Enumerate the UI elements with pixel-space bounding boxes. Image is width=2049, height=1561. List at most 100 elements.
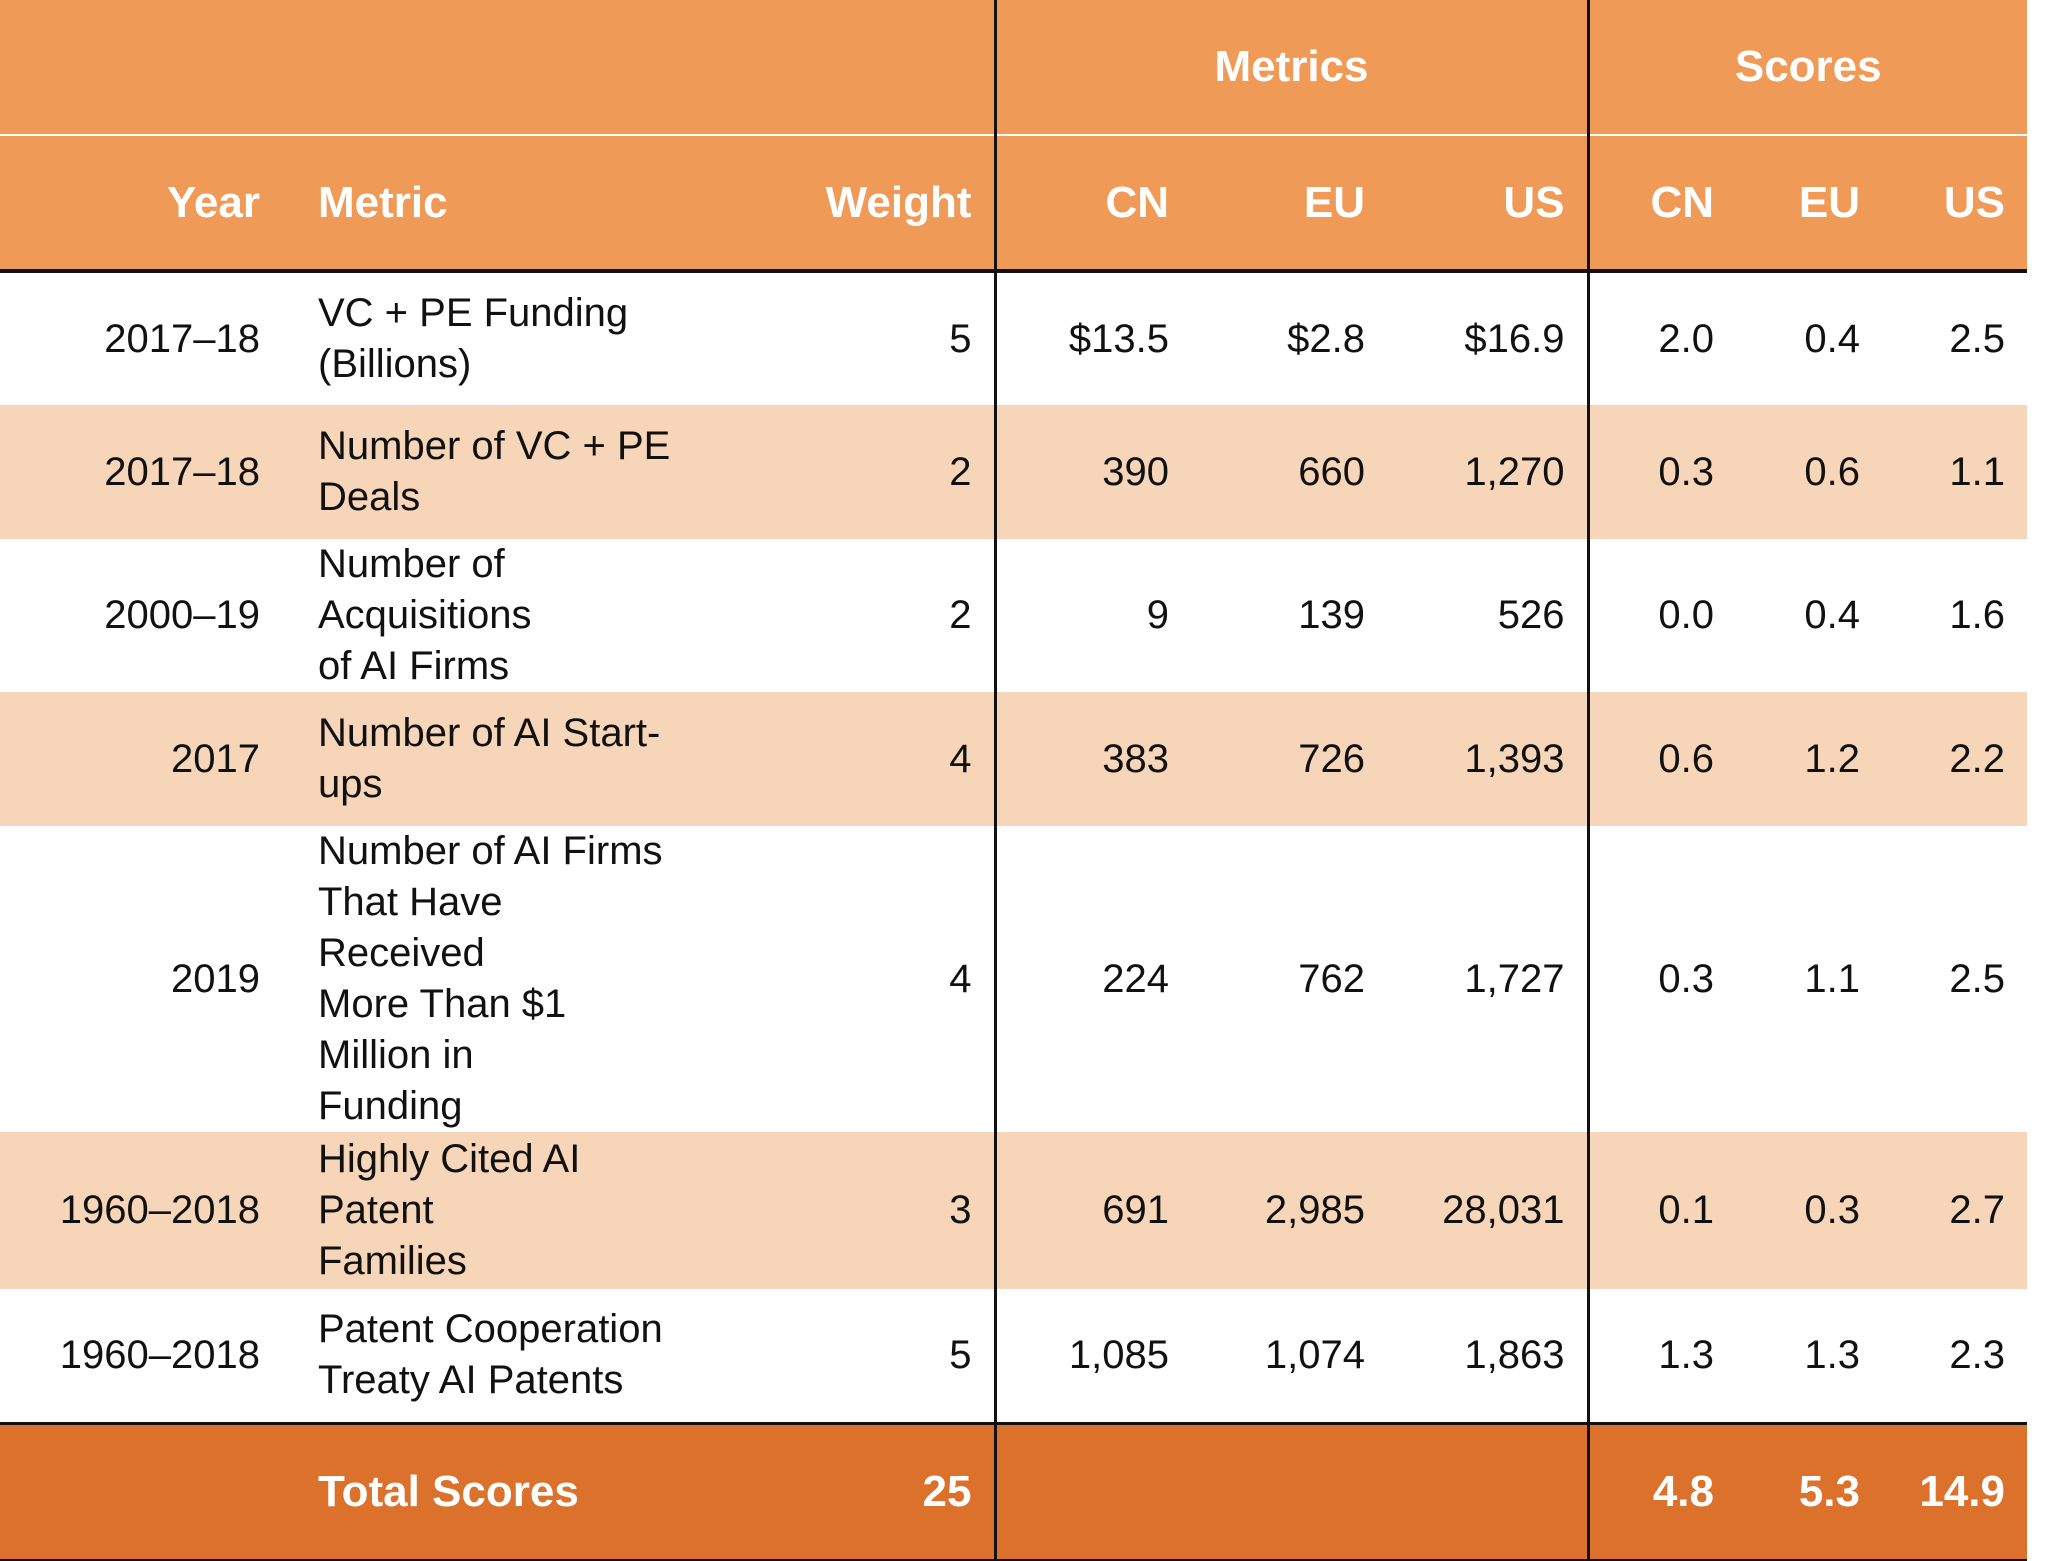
metric-value-us: 1,270 bbox=[1387, 405, 1588, 539]
metric-value-cn: 9 bbox=[993, 539, 1191, 692]
weight-cell: 2 bbox=[700, 405, 995, 539]
total-row: Total Scores 25 4.8 5.3 14.9 bbox=[0, 1423, 2027, 1561]
metric-value-us: 28,031 bbox=[1387, 1132, 1588, 1289]
year-cell: 2000–19 bbox=[0, 539, 282, 692]
metric-cell: VC + PE Funding (Billions) bbox=[318, 271, 700, 405]
weight-cell: 5 bbox=[700, 271, 995, 405]
metric-value-eu: $2.8 bbox=[1191, 271, 1387, 405]
metric-value-us: 1,727 bbox=[1387, 826, 1588, 1132]
gap-cell bbox=[282, 1132, 318, 1289]
group-header-scores: Scores bbox=[1586, 0, 2027, 136]
total-score-eu: 5.3 bbox=[1736, 1423, 1882, 1561]
column-header-weight: Weight bbox=[700, 135, 995, 273]
metric-cell: Highly Cited AI Patent Families bbox=[318, 1132, 700, 1289]
metric-cell: Number of AI Start-ups bbox=[318, 692, 700, 826]
metric-line: That Have Received bbox=[318, 880, 503, 975]
total-metrics-empty-cn bbox=[993, 1423, 1191, 1561]
metric-line: of AI Firms bbox=[318, 644, 510, 688]
score-value-cn: 0.3 bbox=[1586, 826, 1736, 1132]
metric-line: Highly Cited AI Patent bbox=[318, 1137, 581, 1232]
weight-cell: 3 bbox=[700, 1132, 995, 1289]
metric-value-eu: 1,074 bbox=[1191, 1289, 1387, 1425]
table-body: 2017–18 VC + PE Funding (Billions) 5 $13.5 $2… bbox=[0, 271, 2027, 1425]
metric-line: Deals bbox=[318, 475, 421, 519]
year-cell: 2017–18 bbox=[0, 405, 282, 539]
table-row: 2000–19 Number of Acquisitions of AI Firms… bbox=[0, 539, 2027, 692]
weight-cell: 5 bbox=[700, 1289, 995, 1425]
year-cell: 2017 bbox=[0, 692, 282, 826]
column-header-metrics-cn: CN bbox=[993, 135, 1191, 273]
table-row: 2017–18 Number of VC + PE Deals 2 390 660 1,27… bbox=[0, 405, 2027, 539]
score-value-eu: 0.6 bbox=[1736, 405, 1882, 539]
gap-cell bbox=[282, 271, 318, 405]
metric-value-eu: 726 bbox=[1191, 692, 1387, 826]
score-value-us: 2.5 bbox=[1882, 271, 2027, 405]
total-score-cn: 4.8 bbox=[1586, 1423, 1736, 1561]
metric-value-cn: 1,085 bbox=[993, 1289, 1191, 1425]
score-value-cn: 0.6 bbox=[1586, 692, 1736, 826]
metric-value-cn: 383 bbox=[993, 692, 1191, 826]
score-value-eu: 0.3 bbox=[1736, 1132, 1882, 1289]
metric-value-eu: 139 bbox=[1191, 539, 1387, 692]
score-value-us: 2.3 bbox=[1882, 1289, 2027, 1425]
metric-line: Funding bbox=[318, 1084, 463, 1128]
metric-cell: Patent Cooperation Treaty AI Patents bbox=[318, 1289, 700, 1425]
metric-line: Treaty AI Patents bbox=[318, 1358, 624, 1403]
score-value-us: 1.6 bbox=[1882, 539, 2027, 692]
column-header-metric: Metric bbox=[318, 135, 700, 273]
column-header-scores-us: US bbox=[1882, 135, 2027, 273]
table-row: 2017 Number of AI Start-ups 4 383 726 1,393 0.… bbox=[0, 692, 2027, 826]
metric-line: Families bbox=[318, 1239, 467, 1283]
score-value-eu: 1.2 bbox=[1736, 692, 1882, 826]
metric-line: (Billions) bbox=[318, 342, 472, 386]
table-row: 2017–18 VC + PE Funding (Billions) 5 $13.5 $2… bbox=[0, 271, 2027, 405]
score-value-cn: 0.0 bbox=[1586, 539, 1736, 692]
score-value-cn: 0.3 bbox=[1586, 405, 1736, 539]
metric-value-us: 1,393 bbox=[1387, 692, 1588, 826]
score-value-us: 1.1 bbox=[1882, 405, 2027, 539]
score-value-eu: 0.4 bbox=[1736, 539, 1882, 692]
metric-line: Number of AI Start-ups bbox=[318, 711, 661, 806]
year-cell: 1960–2018 bbox=[0, 1132, 282, 1289]
total-metrics-empty-eu bbox=[1191, 1423, 1387, 1561]
total-weight: 25 bbox=[700, 1423, 995, 1561]
metric-line: Number of VC + PE bbox=[318, 424, 671, 468]
score-value-eu: 0.4 bbox=[1736, 271, 1882, 405]
table-row: 1960–2018 Highly Cited AI Patent Families 3… bbox=[0, 1132, 2027, 1289]
score-value-cn: 1.3 bbox=[1586, 1289, 1736, 1425]
metric-cell: Number of AI Firms That Have Received More… bbox=[318, 826, 700, 1132]
group-header-metrics: Metrics bbox=[993, 0, 1588, 136]
score-value-us: 2.2 bbox=[1882, 692, 2027, 826]
metric-value-cn: 691 bbox=[993, 1132, 1191, 1289]
year-cell: 2019 bbox=[0, 826, 282, 1132]
metric-value-eu: 762 bbox=[1191, 826, 1387, 1132]
gap-cell bbox=[282, 1289, 318, 1425]
metric-value-us: $16.9 bbox=[1387, 271, 1588, 405]
column-header-scores-cn: CN bbox=[1586, 135, 1736, 273]
metric-value-eu: 2,985 bbox=[1191, 1132, 1387, 1289]
metric-value-us: 1,863 bbox=[1387, 1289, 1588, 1425]
score-value-cn: 0.1 bbox=[1586, 1132, 1736, 1289]
score-value-us: 2.5 bbox=[1882, 826, 2027, 1132]
weight-cell: 4 bbox=[700, 692, 995, 826]
total-score-us: 14.9 bbox=[1882, 1423, 2027, 1561]
year-cell: 2017–18 bbox=[0, 271, 282, 405]
total-year-empty bbox=[0, 1423, 282, 1561]
metric-line: VC + PE Funding bbox=[318, 291, 629, 335]
score-value-us: 2.7 bbox=[1882, 1132, 2027, 1289]
column-header-metrics-us: US bbox=[1387, 135, 1588, 273]
column-header-metrics-eu: EU bbox=[1191, 135, 1387, 273]
total-metrics-empty-us bbox=[1387, 1423, 1588, 1561]
column-header-scores-eu: EU bbox=[1736, 135, 1882, 273]
gap-cell bbox=[282, 692, 318, 826]
column-header-year: Year bbox=[0, 135, 282, 273]
metric-value-cn: 224 bbox=[993, 826, 1191, 1132]
metric-line: Patent Cooperation bbox=[318, 1307, 663, 1352]
metric-line: Number of AI Firms bbox=[318, 829, 663, 873]
metric-value-us: 526 bbox=[1387, 539, 1588, 692]
gap-cell bbox=[282, 539, 318, 692]
group-header-empty bbox=[0, 0, 995, 136]
gap-cell bbox=[282, 405, 318, 539]
